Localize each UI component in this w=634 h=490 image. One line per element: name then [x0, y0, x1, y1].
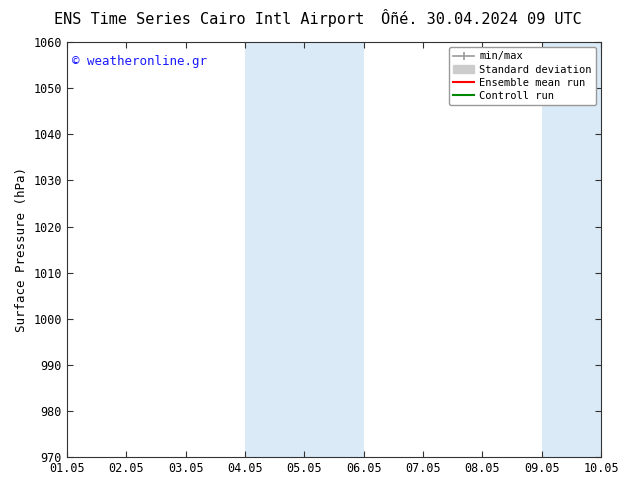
Y-axis label: Surface Pressure (hPa): Surface Pressure (hPa) [15, 167, 28, 332]
Bar [245, 42, 364, 457]
Text: Ôñé. 30.04.2024 09 UTC: Ôñé. 30.04.2024 09 UTC [382, 12, 582, 27]
Legend: min/max, Standard deviation, Ensemble mean run, Controll run: min/max, Standard deviation, Ensemble me… [449, 47, 596, 105]
Text: ENS Time Series Cairo Intl Airport: ENS Time Series Cairo Intl Airport [54, 12, 365, 27]
Bar [542, 42, 631, 457]
Text: © weatheronline.gr: © weatheronline.gr [72, 54, 207, 68]
